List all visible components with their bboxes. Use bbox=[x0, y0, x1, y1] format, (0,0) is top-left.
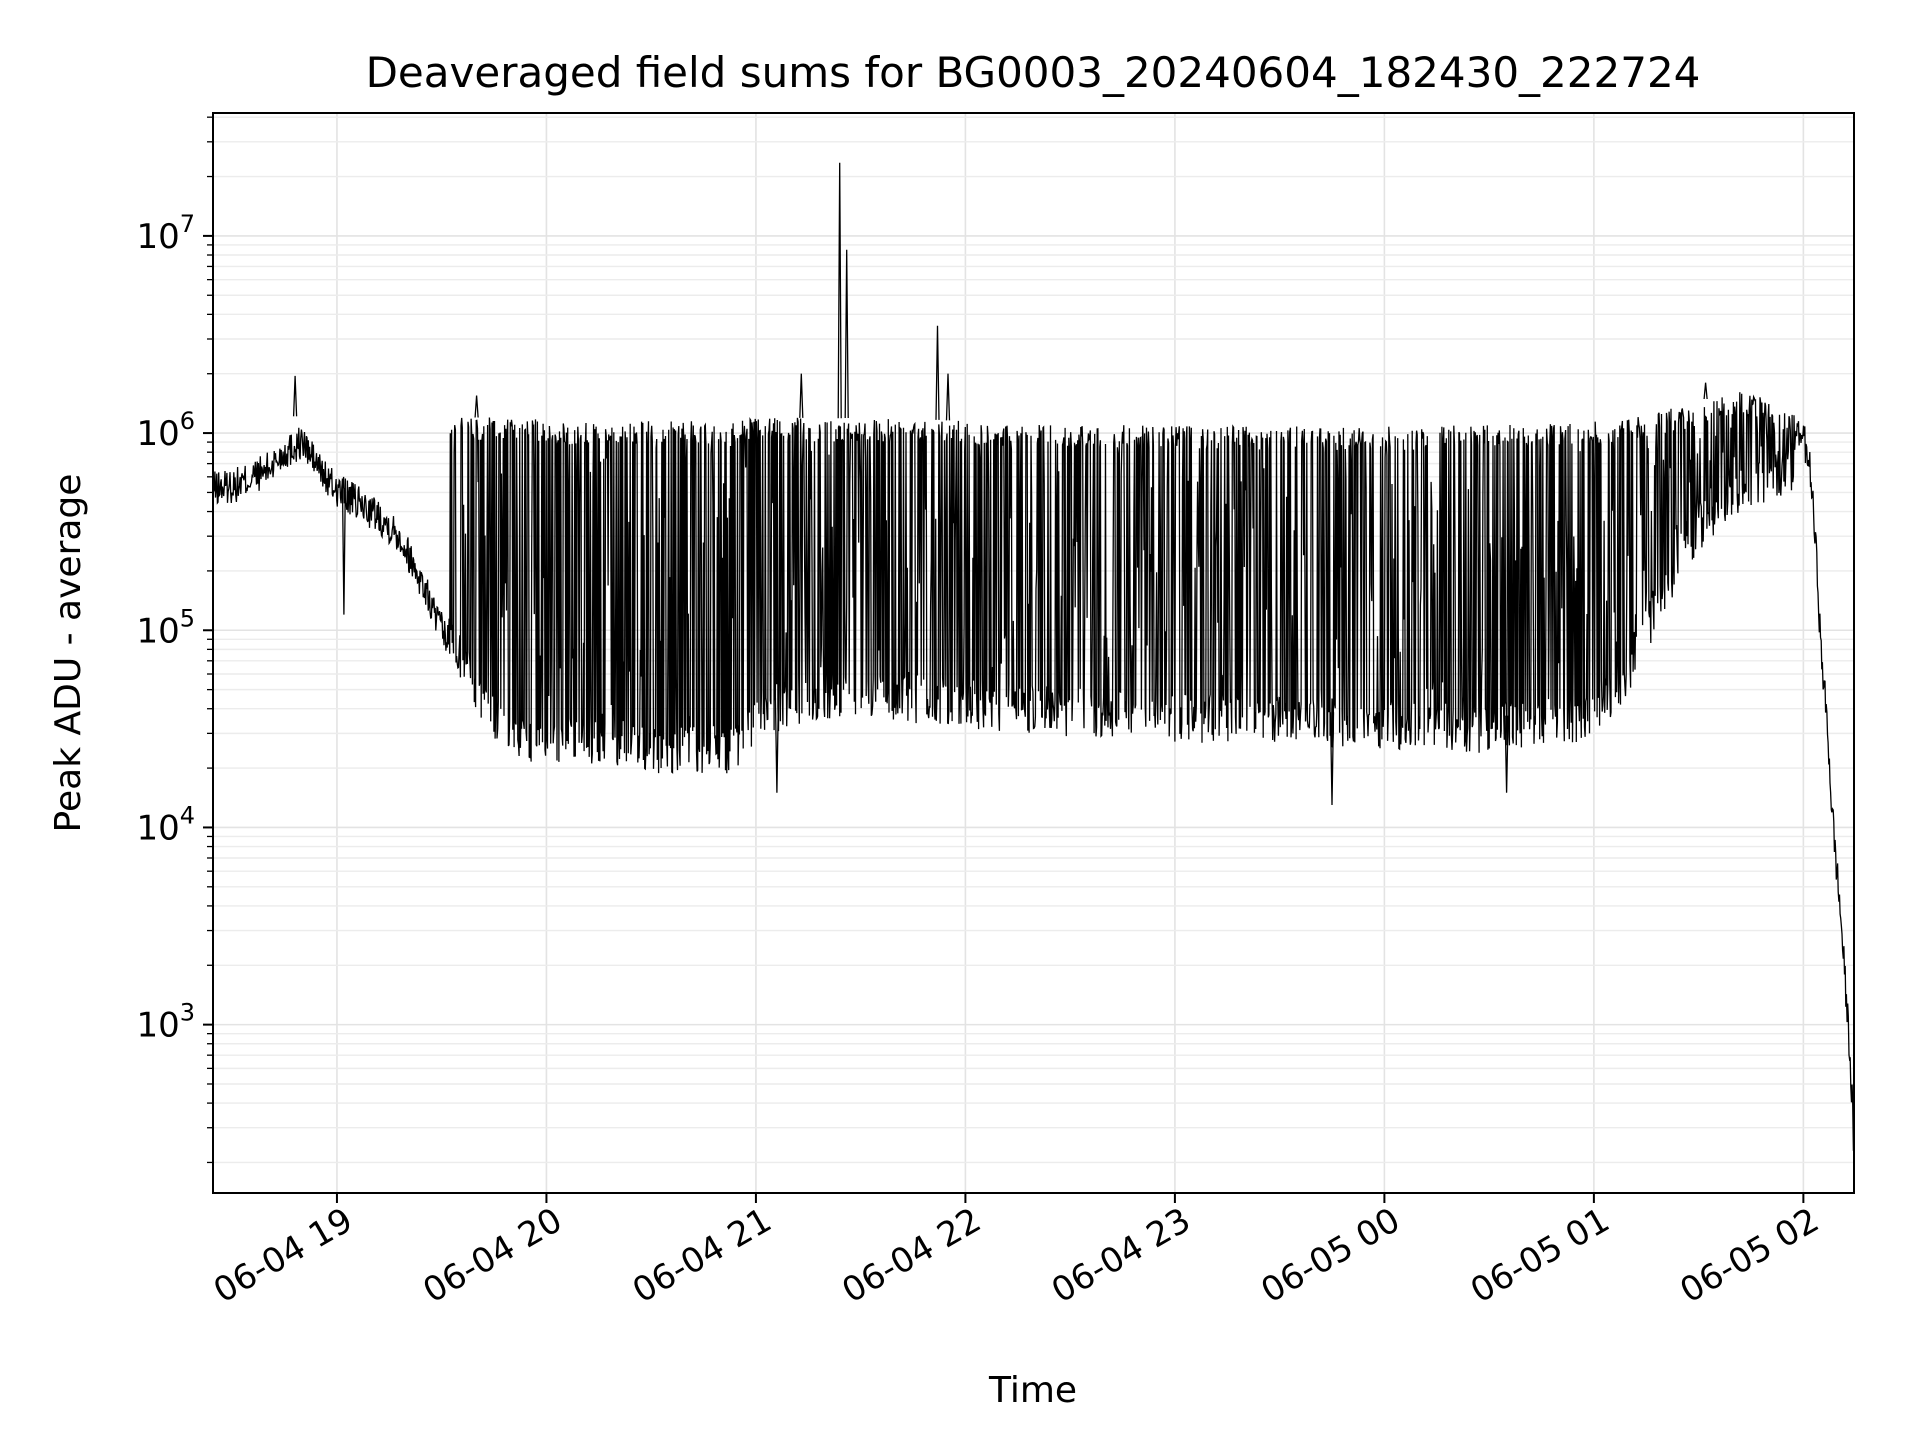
x-tick-label: 06-04 23 bbox=[1045, 1200, 1197, 1311]
spike-mark bbox=[844, 249, 849, 419]
y-axis: 103 104 105 106 107 bbox=[136, 116, 213, 1164]
y-tick-label: 106 bbox=[136, 407, 195, 454]
x-tick-label: 06-04 20 bbox=[417, 1200, 569, 1311]
plot-frame bbox=[212, 112, 1855, 1194]
dip-mark bbox=[774, 697, 780, 793]
x-tick-label: 06-05 00 bbox=[1255, 1200, 1407, 1311]
x-tick-label: 06-05 02 bbox=[1673, 1200, 1825, 1311]
dip-mark bbox=[341, 478, 347, 615]
series-line bbox=[212, 392, 1855, 1152]
dip-mark bbox=[1329, 712, 1335, 806]
spike-mark bbox=[474, 395, 479, 418]
x-axis-label: Time bbox=[988, 1370, 1077, 1411]
spike-mark bbox=[935, 325, 940, 420]
x-tick-label: 06-05 01 bbox=[1464, 1200, 1616, 1311]
chart-title: Deaveraged field sums for BG0003_2024060… bbox=[366, 48, 1701, 97]
x-tick-label: 06-04 19 bbox=[207, 1200, 359, 1311]
spike-mark bbox=[945, 373, 951, 421]
spike-mark bbox=[837, 162, 842, 419]
data-series bbox=[212, 162, 1855, 1152]
spike-mark bbox=[292, 375, 298, 417]
spike-mark bbox=[799, 373, 804, 418]
x-axis: 06-04 19 06-04 20 06-04 21 06-04 22 06-04 23… bbox=[207, 1193, 1826, 1311]
x-tick-label: 06-04 22 bbox=[836, 1200, 988, 1311]
y-axis-label: Peak ADU - average bbox=[48, 474, 89, 833]
y-tick-label: 107 bbox=[136, 210, 195, 257]
y-tick-label: 104 bbox=[136, 801, 195, 848]
dip-mark bbox=[1504, 715, 1509, 793]
x-tick-label: 06-04 21 bbox=[626, 1200, 778, 1311]
spike-mark bbox=[1703, 382, 1708, 400]
y-tick-label: 105 bbox=[136, 604, 195, 651]
y-tick-label: 103 bbox=[136, 999, 195, 1046]
